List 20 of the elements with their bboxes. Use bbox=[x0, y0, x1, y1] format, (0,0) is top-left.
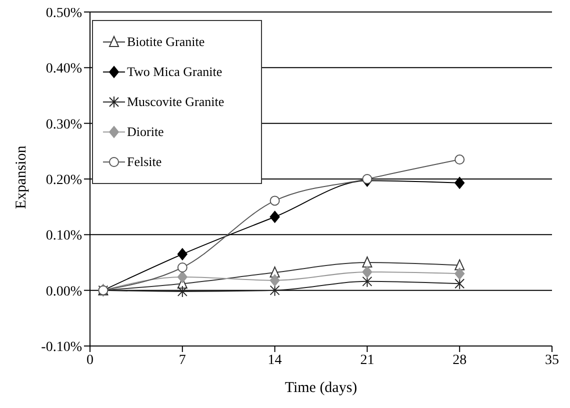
y-tick-label: 0.20% bbox=[46, 172, 82, 188]
x-tick-label: 21 bbox=[360, 352, 374, 368]
x-tick-label: 7 bbox=[178, 352, 186, 368]
x-tick-label: 28 bbox=[452, 352, 467, 368]
x-tick-label: 0 bbox=[86, 352, 94, 368]
y-tick-label: 0.10% bbox=[46, 228, 82, 244]
y-tick-label: -0.10% bbox=[41, 340, 82, 355]
y-axis-title: Expansion bbox=[13, 145, 30, 209]
legend-label: Biotite Granite bbox=[127, 34, 205, 50]
legend-label: Two Mica Granite bbox=[127, 64, 222, 80]
x-tick-label: 35 bbox=[545, 352, 559, 368]
x-axis-title: Time (days) bbox=[284, 380, 358, 396]
legend-label: Diorite bbox=[127, 124, 164, 140]
y-tick-label: 0.00% bbox=[46, 284, 82, 300]
legend-label: Muscovite Granite bbox=[127, 94, 224, 110]
y-tick-label: 0.40% bbox=[46, 62, 82, 77]
y-tick-label: 0.50% bbox=[46, 6, 82, 21]
x-tick-label: 14 bbox=[268, 352, 282, 368]
y-tick-label: 0.30% bbox=[46, 117, 82, 132]
legend-label: Felsite bbox=[127, 154, 162, 170]
